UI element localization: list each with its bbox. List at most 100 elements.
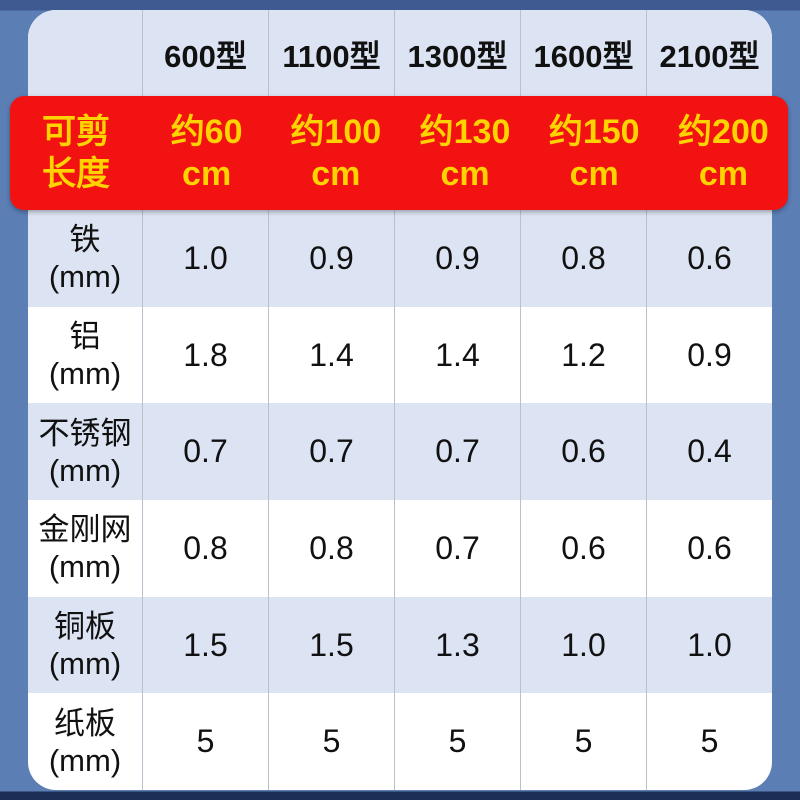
value-text: 5 bbox=[322, 723, 341, 760]
value-text: 1.5 bbox=[309, 626, 354, 663]
value-cell: 5 bbox=[269, 693, 395, 790]
cut-length-value-text: 约150 bbox=[548, 113, 640, 151]
value-cell: 0.9 bbox=[395, 210, 521, 307]
material-name: 不锈钢 bbox=[38, 415, 132, 451]
value-text: 1.2 bbox=[561, 336, 606, 373]
value-text: 5 bbox=[196, 723, 215, 760]
value-text: 0.7 bbox=[309, 433, 354, 470]
value-cell: 0.4 bbox=[647, 403, 772, 500]
material-unit: (mm) bbox=[48, 356, 122, 391]
material-unit: (mm) bbox=[48, 549, 122, 585]
table-row-iron: 铁 (mm) 1.0 0.9 0.9 0.8 0.6 bbox=[28, 210, 772, 307]
value-text: 5 bbox=[574, 723, 593, 760]
value-text: 0.7 bbox=[435, 529, 480, 566]
value-cell: 1.0 bbox=[521, 596, 647, 694]
value-cell: 5 bbox=[521, 693, 647, 790]
value-text: 0.6 bbox=[687, 529, 732, 566]
material-name: 金刚网 bbox=[38, 512, 132, 548]
value-cell: 1.0 bbox=[143, 210, 269, 307]
value-text: 1.4 bbox=[309, 336, 354, 373]
cut-length-value: 约130 cm bbox=[400, 96, 529, 210]
header-cell-1600: 1600型 bbox=[521, 10, 647, 96]
header-cell-2100: 2100型 bbox=[659, 38, 760, 74]
cut-length-value-text: 约60 bbox=[170, 113, 243, 151]
header-cell-600: 600型 bbox=[143, 10, 269, 96]
value-text: 0.7 bbox=[183, 433, 228, 470]
cut-length-unit-text: cm bbox=[182, 155, 232, 193]
cut-length-value-text: 约130 bbox=[419, 113, 511, 151]
cut-length-unit-text: cm bbox=[698, 155, 748, 193]
value-text: 0.4 bbox=[687, 433, 732, 470]
value-text: 0.6 bbox=[561, 529, 606, 566]
value-text: 0.7 bbox=[435, 433, 480, 470]
value-text: 0.8 bbox=[309, 529, 354, 566]
value-text: 0.9 bbox=[309, 239, 354, 276]
value-cell: 0.6 bbox=[647, 500, 772, 597]
value-text: 1.8 bbox=[183, 336, 228, 373]
value-cell: 0.9 bbox=[647, 307, 772, 404]
value-cell: 5 bbox=[647, 693, 772, 790]
value-text: 5 bbox=[448, 723, 467, 760]
cut-length-value-text: 约200 bbox=[678, 113, 769, 151]
table-row-cardboard: 纸板 (mm) 5 5 5 5 5 bbox=[28, 693, 772, 790]
material-name: 铁 bbox=[69, 222, 101, 258]
value-cell: 0.7 bbox=[143, 403, 269, 501]
value-text: 1.0 bbox=[561, 626, 606, 663]
cut-length-value: 约150 cm bbox=[530, 96, 659, 210]
value-text: 0.8 bbox=[561, 239, 606, 276]
value-cell: 0.7 bbox=[269, 403, 395, 501]
row-label-cardboard: 纸板 (mm) bbox=[28, 693, 143, 790]
header-cell-1100: 1100型 bbox=[269, 10, 395, 96]
value-text: 0.9 bbox=[435, 239, 480, 276]
header-corner-cell bbox=[28, 10, 143, 96]
value-cell: 0.6 bbox=[647, 210, 772, 307]
material-unit: (mm) bbox=[48, 259, 122, 295]
table-row-aluminum: 铝 (mm) 1.8 1.4 1.4 1.2 0.9 bbox=[28, 306, 772, 404]
value-cell: 1.4 bbox=[395, 306, 521, 404]
value-text: 1.0 bbox=[183, 239, 228, 276]
cut-length-unit-text: cm bbox=[311, 155, 361, 193]
material-unit: (mm) bbox=[48, 452, 122, 488]
row-label-mesh: 金刚网 (mm) bbox=[28, 500, 143, 597]
header-cell-1300: 1300型 bbox=[395, 10, 521, 96]
value-cell: 0.7 bbox=[395, 500, 521, 597]
material-name: 纸板 bbox=[54, 705, 116, 741]
value-text: 1.4 bbox=[435, 336, 480, 373]
value-text: 1.3 bbox=[435, 626, 480, 663]
row-label-aluminum: 铝 (mm) bbox=[28, 306, 143, 404]
cut-length-unit-text: cm bbox=[569, 155, 619, 193]
value-cell: 1.2 bbox=[521, 306, 647, 404]
table-row-mesh: 金刚网 (mm) 0.8 0.8 0.7 0.6 0.6 bbox=[28, 500, 772, 597]
material-name: 铝 bbox=[69, 319, 101, 354]
row-label-copper: 铜板 (mm) bbox=[28, 596, 143, 694]
value-cell: 1.4 bbox=[269, 306, 395, 404]
material-name: 铜板 bbox=[54, 609, 116, 645]
material-unit: (mm) bbox=[48, 646, 122, 682]
value-cell: 0.8 bbox=[521, 210, 647, 307]
cut-length-highlight-row: 可剪 长度 约60 cm 约100 cm 约130 cm 约150 cm 约20… bbox=[10, 96, 788, 210]
row-label-iron: 铁 (mm) bbox=[28, 210, 143, 307]
cut-length-label-line1: 可剪 bbox=[42, 113, 110, 151]
value-cell: 5 bbox=[395, 693, 521, 790]
cut-length-value: 约60 cm bbox=[142, 96, 271, 210]
cut-length-label: 可剪 长度 bbox=[10, 96, 142, 210]
value-cell: 0.8 bbox=[143, 500, 269, 597]
value-cell: 1.5 bbox=[269, 596, 395, 694]
value-cell: 5 bbox=[143, 693, 269, 790]
table-row-stainless: 不锈钢 (mm) 0.7 0.7 0.7 0.6 0.4 bbox=[28, 403, 772, 501]
cut-length-value: 约100 cm bbox=[271, 96, 400, 210]
value-text: 0.6 bbox=[561, 433, 606, 470]
value-cell: 0.8 bbox=[269, 500, 395, 597]
material-rows: 铁 (mm) 1.0 0.9 0.9 0.8 0.6 铝 (mm) 1.8 1.… bbox=[28, 210, 772, 790]
cut-length-value: 约200 cm bbox=[659, 96, 788, 210]
value-cell: 0.6 bbox=[521, 403, 647, 501]
value-text: 1.5 bbox=[183, 626, 228, 663]
value-text: 0.6 bbox=[687, 239, 732, 276]
value-text: 5 bbox=[700, 723, 719, 760]
value-text: 0.8 bbox=[183, 529, 228, 566]
cut-length-label-line2: 长度 bbox=[42, 155, 110, 193]
value-text: 1.0 bbox=[687, 626, 732, 663]
value-cell: 1.8 bbox=[143, 306, 269, 404]
value-cell: 1.5 bbox=[143, 596, 269, 694]
value-cell: 0.6 bbox=[521, 500, 647, 597]
